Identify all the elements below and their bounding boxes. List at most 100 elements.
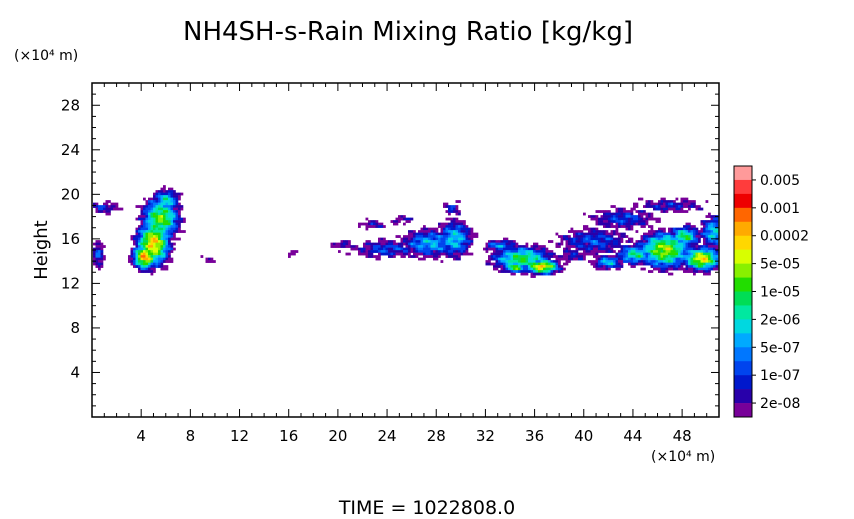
heatmap-cell: [635, 217, 639, 221]
heatmap-cell: [625, 220, 629, 223]
heatmap-cell: [605, 215, 609, 218]
heatmap-cell: [518, 270, 521, 273]
heatmap-cell: [140, 257, 144, 261]
heatmap-cell: [163, 220, 166, 223]
heatmap-cell: [165, 210, 169, 213]
heatmap-cell: [495, 265, 499, 268]
heatmap-cell: [148, 220, 151, 223]
heatmap-cell: [160, 237, 164, 241]
heatmap-cell: [165, 205, 169, 208]
heatmap-cell: [145, 242, 149, 246]
heatmap-cell: [618, 237, 621, 241]
heatmap-cell: [625, 245, 629, 248]
heatmap-cell: [700, 270, 704, 273]
heatmap-cell: [530, 265, 534, 268]
heatmap-cell: [660, 230, 664, 233]
heatmap-cell: [615, 215, 619, 218]
heatmap-cell: [405, 217, 409, 221]
heatmap-cell: [153, 222, 156, 226]
heatmap-cell: [175, 192, 179, 196]
heatmap-cell: [710, 220, 714, 223]
heatmap-cell: [178, 220, 181, 223]
heatmap-cell: [628, 210, 631, 213]
heatmap-cell: [620, 217, 624, 221]
heatmap-cell: [173, 205, 176, 208]
heatmap-cell: [685, 270, 689, 273]
heatmap-cell: [475, 235, 479, 238]
heatmap-cell: [668, 240, 671, 243]
heatmap-cell: [658, 227, 661, 231]
heatmap-cell: [345, 242, 349, 246]
heatmap-cell: [613, 237, 616, 241]
heatmap-cell: [98, 262, 101, 266]
heatmap-cell: [673, 200, 676, 203]
heatmap-cell: [150, 265, 154, 268]
heatmap-cell: [475, 232, 479, 236]
heatmap-cell: [570, 252, 574, 256]
heatmap-cell: [688, 230, 691, 233]
heatmap-cell: [688, 232, 691, 236]
heatmap-cell: [648, 205, 651, 208]
heatmap-cell: [460, 252, 464, 256]
heatmap-cell: [108, 205, 111, 208]
heatmap-cell: [648, 202, 651, 206]
heatmap-cell: [425, 252, 429, 256]
heatmap-cell: [653, 252, 656, 256]
heatmap-cell: [560, 257, 564, 261]
heatmap-cell: [588, 245, 591, 248]
heatmap-cell: [623, 252, 626, 256]
heatmap-cell: [180, 207, 184, 211]
heatmap-cell: [498, 250, 501, 253]
heatmap-cell: [615, 212, 619, 216]
heatmap-cell: [610, 220, 614, 223]
heatmap-cell: [698, 247, 701, 251]
heatmap-cell: [463, 240, 466, 243]
heatmap-cell: [680, 230, 684, 233]
heatmap-cell: [410, 250, 414, 253]
heatmap-cell: [450, 252, 454, 256]
heatmap-cell: [350, 245, 354, 248]
heatmap-cell: [570, 250, 574, 253]
heatmap-cell: [643, 212, 646, 216]
heatmap-cell: [670, 257, 674, 261]
heatmap-cell: [470, 230, 474, 233]
heatmap-cell: [458, 257, 461, 261]
heatmap-cell: [685, 242, 689, 246]
heatmap-cell: [450, 207, 454, 211]
heatmap-cell: [383, 250, 386, 253]
heatmap-cell: [583, 227, 586, 231]
heatmap-cell: [505, 240, 509, 243]
heatmap-cell: [423, 227, 426, 231]
heatmap-cell: [100, 260, 104, 263]
heatmap-cell: [495, 267, 499, 271]
heatmap-cell: [685, 252, 689, 256]
heatmap-cell: [503, 237, 506, 241]
heatmap-cell: [535, 265, 539, 268]
heatmap-cell: [140, 250, 144, 253]
heatmap-cell: [100, 257, 104, 261]
heatmap-cell: [140, 207, 144, 211]
heatmap-cell: [175, 227, 179, 231]
heatmap-cell: [180, 192, 184, 196]
heatmap-cell: [648, 245, 651, 248]
heatmap-cell: [685, 260, 689, 263]
heatmap-cell: [710, 230, 714, 233]
heatmap-cell: [488, 247, 491, 251]
heatmap-cell: [170, 197, 174, 201]
heatmap-cell: [405, 245, 409, 248]
heatmap-cell: [438, 225, 441, 228]
heatmap-cell: [165, 195, 169, 198]
heatmap-cell: [633, 205, 636, 208]
heatmap-cell: [695, 257, 699, 261]
heatmap-cell: [453, 207, 456, 211]
heatmap-cell: [603, 212, 606, 216]
heatmap-cell: [440, 235, 444, 238]
heatmap-cell: [438, 232, 441, 236]
heatmap-cell: [655, 207, 659, 211]
heatmap-cell: [693, 225, 696, 228]
heatmap-cell: [598, 240, 601, 243]
heatmap-cell: [163, 210, 166, 213]
heatmap-cell: [698, 240, 701, 243]
heatmap-cell: [563, 252, 566, 256]
heatmap-cell: [490, 240, 494, 243]
